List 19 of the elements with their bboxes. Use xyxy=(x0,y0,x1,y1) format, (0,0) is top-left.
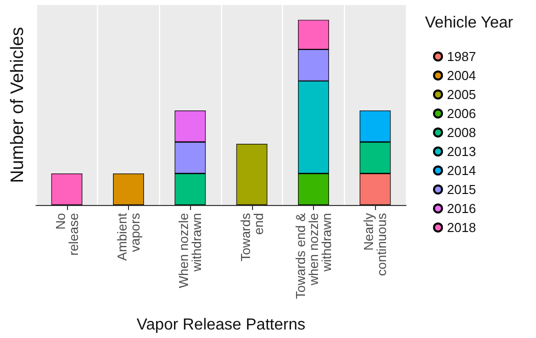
bar xyxy=(113,174,144,205)
legend-label: 2005 xyxy=(447,87,476,102)
y-axis-title: Number of Vehicles xyxy=(7,26,27,184)
bar xyxy=(236,144,268,205)
legend-label: 2018 xyxy=(447,220,476,235)
legend-label: 2006 xyxy=(447,106,476,121)
legend-label: 1987 xyxy=(447,49,476,64)
legend-label: 2004 xyxy=(447,68,476,83)
legend-label: 2008 xyxy=(447,125,476,140)
legend-label: 2013 xyxy=(447,144,476,159)
legend-label: 2015 xyxy=(447,182,476,197)
bar xyxy=(51,174,82,205)
legend-label: 2016 xyxy=(447,201,476,216)
legend-label: 2014 xyxy=(447,163,476,178)
x-tick-label: Ambient vapors xyxy=(114,212,142,261)
x-axis-title: Vapor Release Patterns xyxy=(136,316,306,334)
x-tick-label: Towards end xyxy=(238,212,266,262)
x-tick-label: No release xyxy=(52,213,81,256)
legend-title: Vehicle Year xyxy=(425,14,514,32)
